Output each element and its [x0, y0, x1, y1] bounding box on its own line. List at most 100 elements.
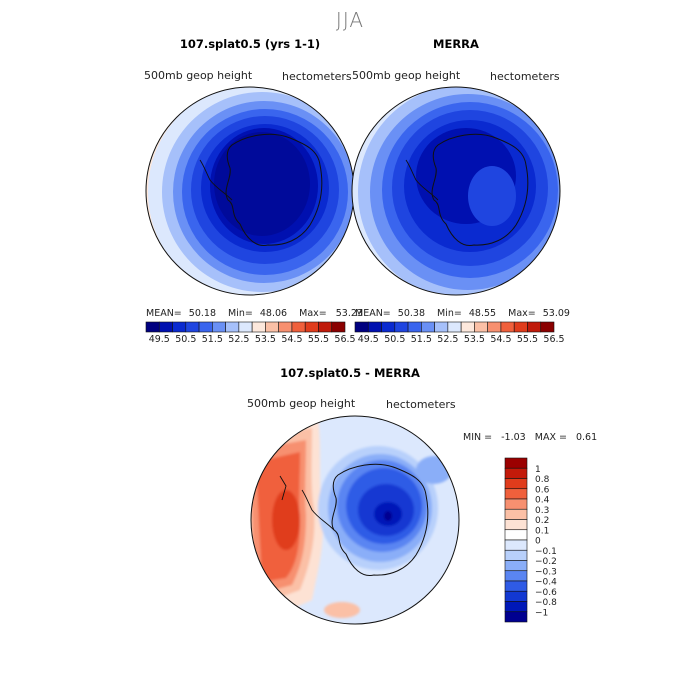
panel-3-max-label: MAX = — [534, 432, 567, 443]
panel-2-mean-label: MEAN= — [355, 308, 391, 319]
colorbar-3-swatch-9 — [504, 549, 528, 561]
colorbar-3-swatch-13 — [504, 590, 528, 602]
colorbar-panel-2: 49.5 50.5 51.5 52.5 53.5 54.5 55.5 56.5 — [354, 321, 565, 345]
panel-1-max-label: Max= — [299, 308, 327, 319]
panel-2-min-value: 48.55 — [468, 308, 497, 319]
colorbar-2-swatch-6 — [434, 321, 449, 333]
panel-3-units-label: hectometers — [386, 398, 456, 411]
colorbar-3-tick-label: 0 — [535, 537, 541, 547]
colorbar-1-swatch-3 — [185, 321, 200, 333]
panel-3-warm-south — [324, 602, 360, 618]
colorbar-3-swatch-8 — [504, 539, 528, 551]
colorbar-3-swatch-6 — [504, 519, 528, 531]
colorbar-2-swatch-0 — [354, 321, 369, 333]
colorbar-1-swatch-13 — [318, 321, 333, 333]
panel-1-coastline — [225, 133, 323, 247]
panel-1-units-label: hectometers — [282, 70, 352, 83]
colorbar-3-tick-label: −0.6 — [535, 588, 557, 598]
colorbar-3-tick-label: −0.1 — [535, 547, 557, 557]
colorbar-2-swatch-11 — [500, 321, 515, 333]
colorbar-1-swatch-0 — [145, 321, 160, 333]
panel-1-peninsula — [199, 159, 233, 201]
colorbar-2-tick-label: 51.5 — [411, 334, 432, 345]
panel-3-map-border — [250, 415, 460, 625]
panel-1-variable-label: 500mb geop height — [144, 69, 253, 82]
colorbar-1-tick-label: 50.5 — [175, 334, 196, 345]
colorbar-2-tick-label: 50.5 — [384, 334, 405, 345]
colorbar-2-swatch-1 — [367, 321, 382, 333]
colorbar-3-swatch-5 — [504, 508, 528, 520]
colorbar-1-swatch-9 — [265, 321, 279, 333]
colorbar-3-swatch-11 — [504, 570, 528, 582]
colorbar-3-tick-label: 0.6 — [535, 485, 550, 495]
panel-2-stats: MEAN= 50.38 Min= 48.55 Max= 53.09 — [355, 308, 570, 319]
panel-1-stats: MEAN= 50.18 Min= 48.06 Max= 53.23 — [146, 308, 363, 319]
panel-1-map — [145, 86, 355, 296]
colorbar-3-swatch-12 — [504, 580, 528, 592]
colorbar-1-swatch-14 — [331, 321, 346, 333]
colorbar-1-tick-label: 54.5 — [281, 334, 302, 345]
colorbar-1-tick-label: 55.5 — [308, 334, 329, 345]
colorbar-2-swatch-2 — [381, 321, 396, 333]
colorbar-3-swatch-0 — [504, 457, 528, 469]
colorbar-1-swatch-8 — [251, 321, 266, 333]
colorbar-3-tick-label: −0.4 — [535, 578, 557, 588]
colorbar-1-tick-label: 49.5 — [149, 334, 170, 345]
panel-3-stats: MIN = -1.03 MAX = 0.61 — [463, 432, 597, 443]
colorbar-1-swatch-1 — [158, 321, 173, 333]
panel-3-min-label: MIN = — [463, 432, 493, 443]
colorbar-3-tick-label: 0.3 — [535, 506, 549, 516]
panel-1-mean-value: 50.18 — [188, 308, 216, 319]
panel-2-units-label: hectometers — [490, 70, 560, 83]
colorbar-3-swatch-10 — [504, 560, 528, 572]
colorbar-1-swatch-2 — [172, 321, 187, 333]
panel-3-coastline — [331, 463, 429, 577]
panel-3-title: 107.splat0.5 - MERRA — [280, 366, 420, 380]
panel-3-peninsula — [301, 489, 335, 531]
colorbar-3-tick-label: −0.2 — [535, 557, 557, 567]
panel-2-band-east — [468, 166, 516, 226]
colorbar-1-swatch-11 — [291, 321, 306, 333]
colorbar-3-swatch-2 — [504, 478, 528, 490]
panel-2-variable-label: 500mb geop height — [352, 69, 461, 82]
colorbar-2-swatch-13 — [527, 321, 542, 333]
colorbar-2-tick-label: 49.5 — [358, 334, 379, 345]
colorbar-2-tick-label: 54.5 — [490, 334, 511, 345]
panel-2-title: MERRA — [433, 37, 479, 51]
panel-3-min-value: -1.03 — [501, 432, 526, 443]
colorbar-3-swatch-4 — [504, 498, 528, 510]
colorbar-3-swatch-7 — [504, 529, 528, 541]
colorbar-1-swatch-12 — [304, 321, 319, 333]
panel-3-cool-core — [384, 511, 392, 521]
colorbar-panel-3: 10.80.60.40.30.20.10−0.1−0.2−0.3−0.4−0.6… — [504, 457, 557, 623]
colorbar-1-swatch-7 — [238, 321, 253, 333]
colorbar-2-swatch-10 — [487, 321, 502, 333]
colorbar-2-tick-label: 55.5 — [517, 334, 538, 345]
panel-1-mean-label: MEAN= — [146, 308, 182, 319]
colorbar-3-swatch-14 — [504, 601, 528, 613]
colorbar-3-tick-label: 0.2 — [535, 516, 549, 526]
panel-1-min-label: Min= — [228, 308, 253, 319]
panel-2-min-label: Min= — [437, 308, 462, 319]
panel-1-band-core — [214, 132, 310, 236]
colorbar-2-tick-label: 52.5 — [437, 334, 458, 345]
colorbar-3-swatch-3 — [504, 488, 528, 500]
colorbar-1-swatch-4 — [198, 321, 213, 333]
colorbar-3-tick-label: −1 — [535, 608, 548, 618]
colorbar-2-swatch-4 — [407, 321, 422, 333]
colorbar-3-tick-label: 0.1 — [535, 526, 549, 536]
colorbar-2-swatch-14 — [540, 321, 555, 333]
colorbar-2-swatch-8 — [460, 321, 475, 333]
colorbar-2-tick-label: 56.5 — [543, 334, 564, 345]
colorbar-3-tick-label: 1 — [535, 465, 541, 475]
panel-2-peninsula — [405, 159, 439, 201]
panel-2-mean-value: 50.38 — [397, 308, 425, 319]
colorbar-2-swatch-9 — [474, 321, 488, 333]
figure-title: JJA — [335, 8, 365, 32]
panel-2-map-border — [351, 86, 561, 296]
colorbar-1-tick-label: 53.5 — [255, 334, 276, 345]
colorbar-3-tick-label: 0.4 — [535, 496, 550, 506]
colorbar-1-tick-label: 51.5 — [202, 334, 223, 345]
panel-2-max-value: 53.09 — [542, 308, 570, 319]
